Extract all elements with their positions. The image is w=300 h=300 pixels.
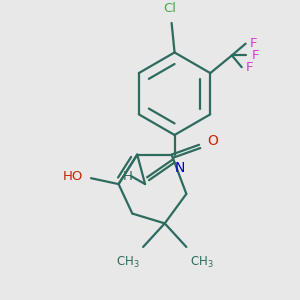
Text: N: N [174, 160, 185, 175]
Text: F: F [250, 37, 257, 50]
Text: O: O [207, 134, 218, 148]
Text: H: H [122, 170, 132, 183]
Text: HO: HO [63, 170, 83, 183]
Text: F: F [246, 61, 253, 74]
Text: Cl: Cl [163, 2, 176, 15]
Text: F: F [251, 49, 259, 62]
Text: CH$_3$: CH$_3$ [190, 255, 214, 270]
Text: CH$_3$: CH$_3$ [116, 255, 139, 270]
